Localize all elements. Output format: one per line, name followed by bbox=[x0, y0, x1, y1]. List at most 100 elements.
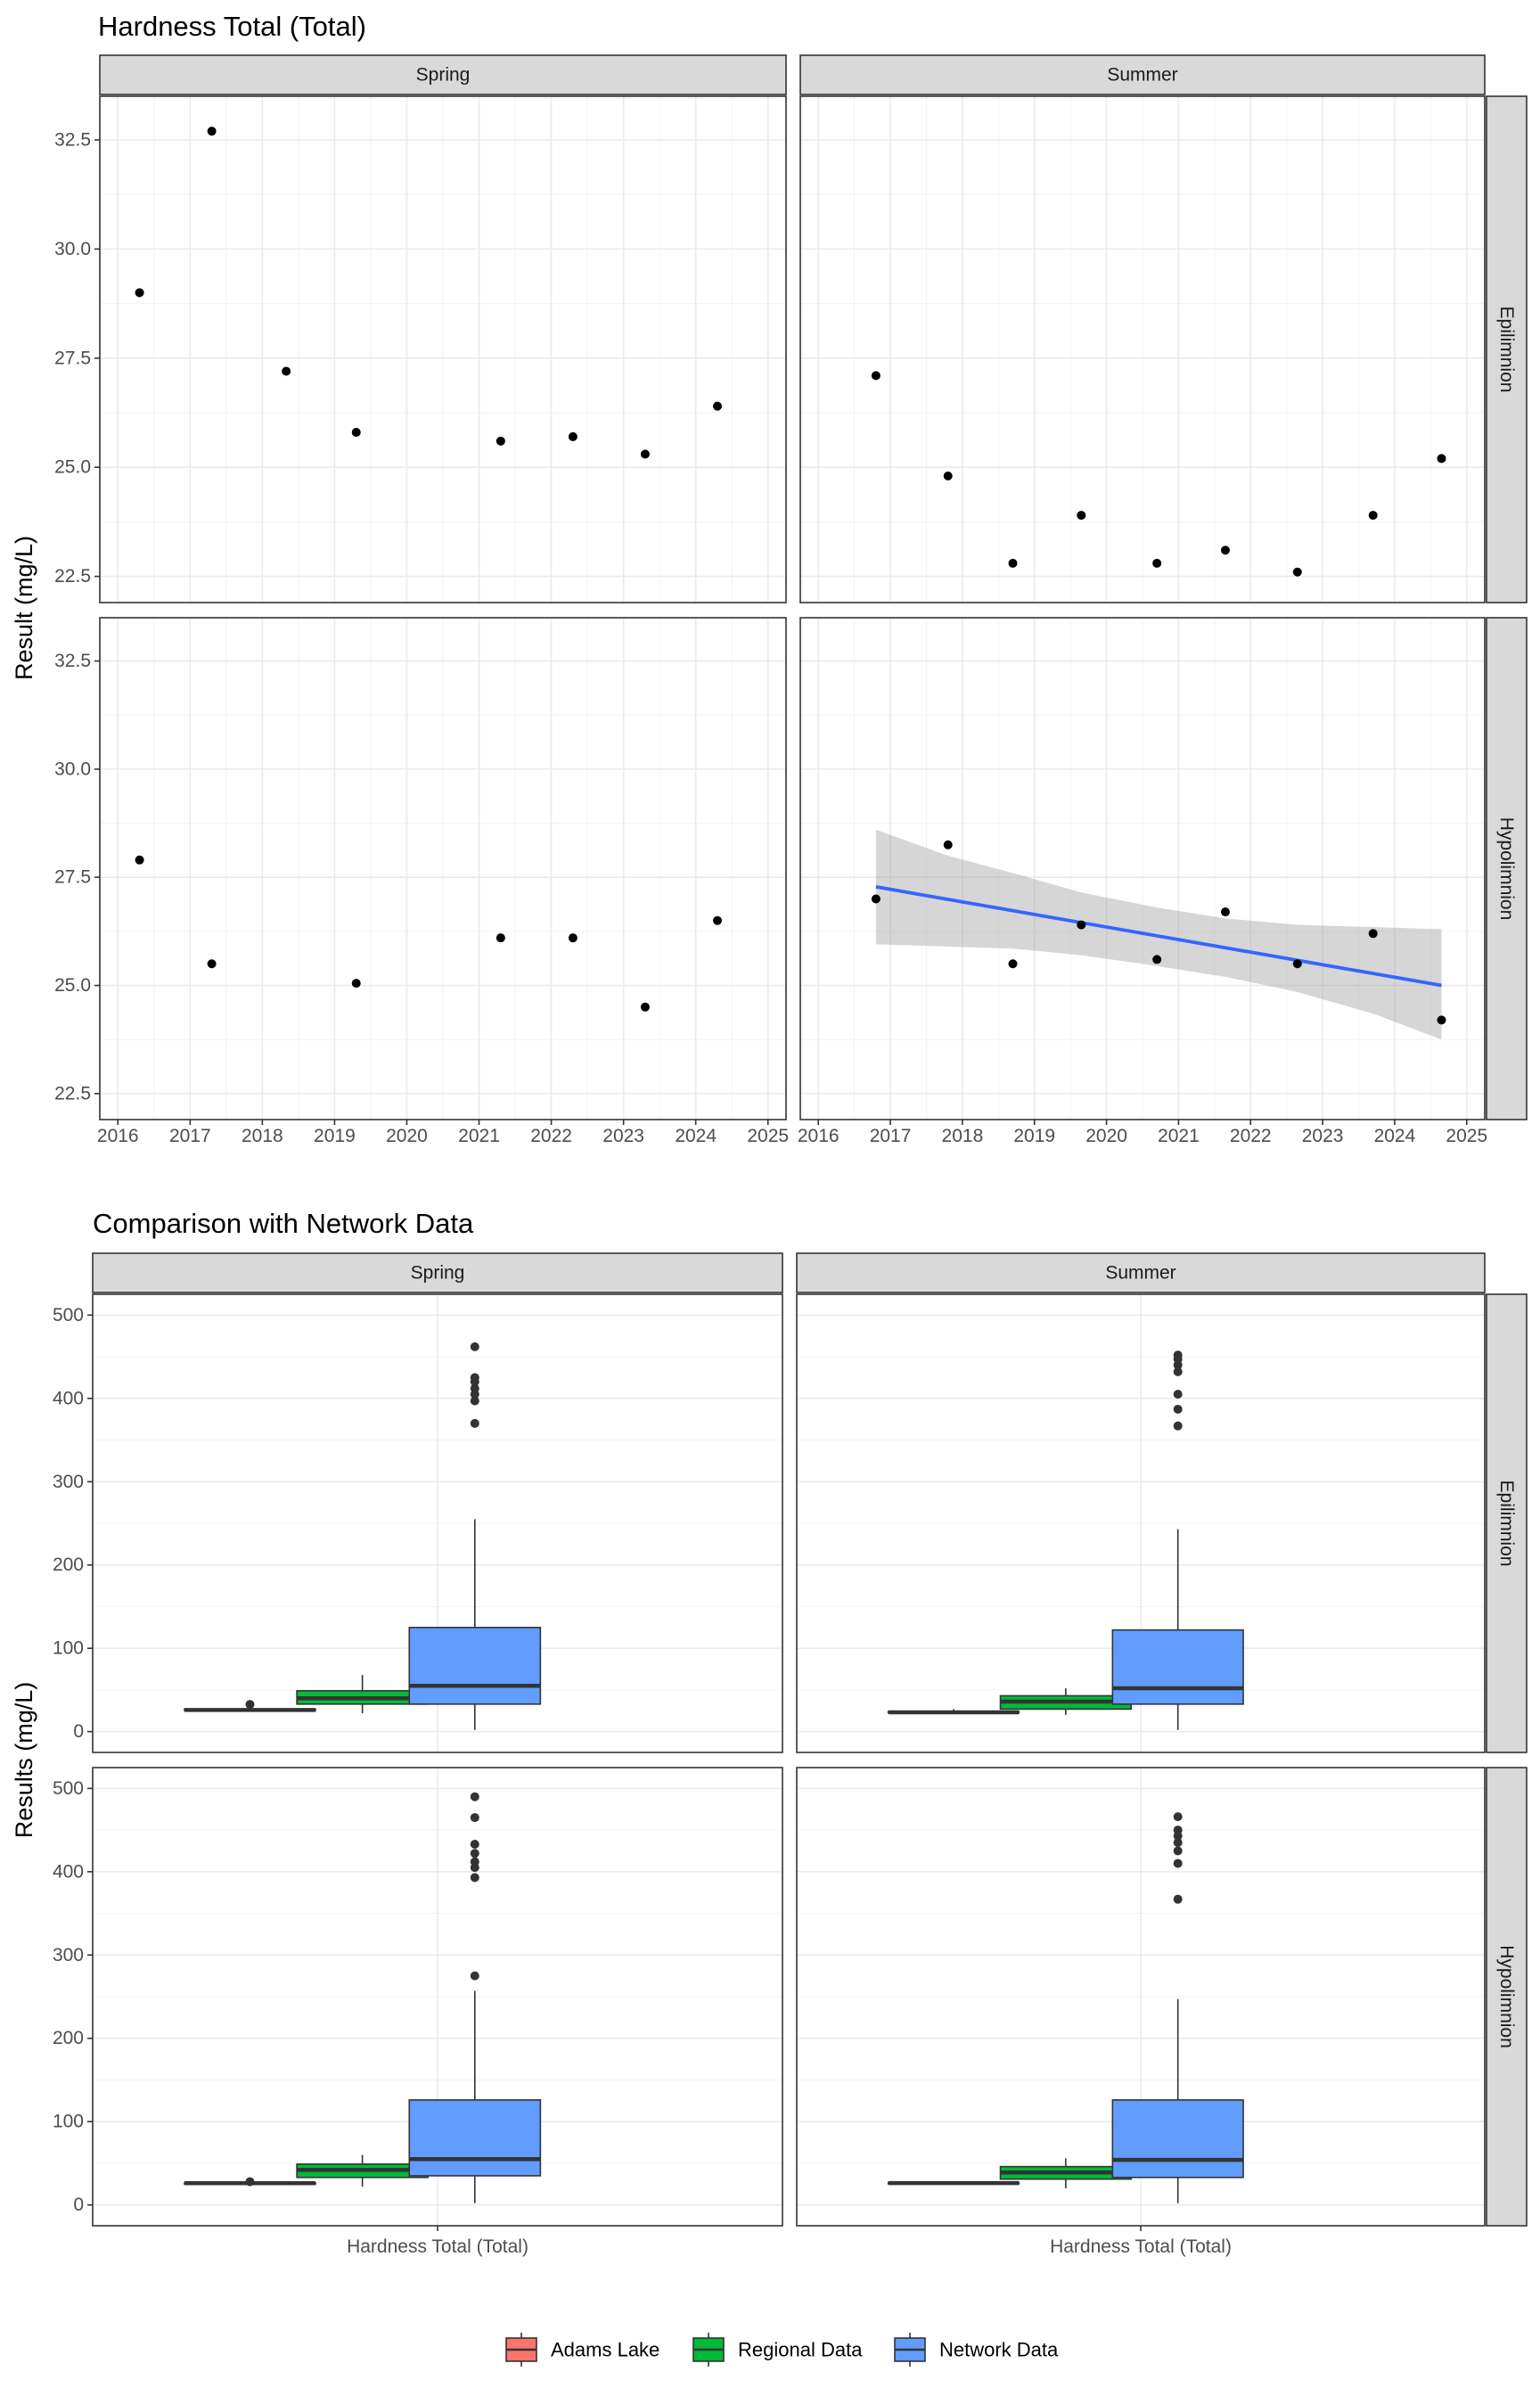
data-point bbox=[135, 288, 144, 298]
data-point bbox=[496, 436, 505, 446]
box-adams-lake bbox=[887, 2180, 1020, 2186]
facet-strip-label: Summer bbox=[1107, 65, 1177, 86]
box-regional-data bbox=[999, 1688, 1132, 1715]
x-tick-label: 2024 bbox=[1374, 1126, 1416, 1146]
outlier-point bbox=[1173, 1366, 1183, 1376]
panel-summer-hypolimnion bbox=[796, 1767, 1486, 2227]
facet-strip-label: Spring bbox=[411, 1263, 465, 1284]
outlier-point bbox=[470, 1792, 479, 1801]
legend-label: Network Data bbox=[939, 2339, 1059, 2361]
data-point bbox=[871, 371, 881, 381]
facet-strip-spring bbox=[99, 54, 787, 95]
x-tick-label: 2025 bbox=[1446, 1126, 1487, 1146]
box-network-data bbox=[408, 1792, 542, 2203]
chart2-y-axis-label: Results (mg/L) bbox=[11, 1682, 37, 1839]
data-point bbox=[943, 472, 953, 480]
panel-spring-epilimnion bbox=[92, 1293, 783, 1753]
panel-border bbox=[99, 95, 787, 603]
x-tick-label: Hardness Total (Total) bbox=[347, 2236, 528, 2257]
panel-summer-epilimnion bbox=[796, 1293, 1486, 1753]
panel-spring-hypolimnion bbox=[92, 1767, 783, 2227]
data-point bbox=[713, 915, 722, 925]
chart1-y-axis-label: Result (mg/L) bbox=[11, 536, 37, 680]
panel-spring-hypolimnion bbox=[99, 617, 787, 1120]
legend: Adams Lake Regional Data Network Data bbox=[505, 2333, 1059, 2367]
y-tick-label: 30.0 bbox=[54, 759, 91, 779]
outlier-point bbox=[470, 1839, 479, 1849]
legend-item-adams-lake: Adams Lake bbox=[505, 2333, 659, 2367]
outlier-point bbox=[1173, 1838, 1183, 1848]
legend-label: Adams Lake bbox=[551, 2339, 659, 2361]
outlier-point bbox=[470, 1813, 479, 1823]
x-tick-label: 2018 bbox=[242, 1126, 283, 1146]
data-point bbox=[568, 431, 578, 441]
x-tick-label: Hardness Total (Total) bbox=[1050, 2236, 1232, 2257]
panel-border bbox=[796, 1293, 1486, 1753]
data-point bbox=[568, 933, 578, 943]
y-tick-label: 27.5 bbox=[54, 867, 91, 888]
box-regional-data bbox=[296, 2154, 429, 2187]
panel-spring-epilimnion bbox=[99, 95, 787, 603]
facet-strip-label: Epilimnion bbox=[1496, 1481, 1517, 1567]
facet-strip-label: Hypolimnion bbox=[1496, 817, 1517, 921]
y-tick-label: 300 bbox=[53, 1945, 84, 1965]
data-point bbox=[1368, 511, 1378, 521]
y-tick-label: 30.0 bbox=[54, 239, 91, 259]
facet-strip-label: Summer bbox=[1105, 1263, 1175, 1284]
outlier-point bbox=[470, 1971, 479, 1981]
x-tick-label: 2019 bbox=[1013, 1126, 1055, 1146]
data-point bbox=[871, 894, 881, 904]
panel-summer-hypolimnion bbox=[799, 617, 1486, 1120]
outlier-point bbox=[470, 1873, 479, 1883]
x-tick-label: 2024 bbox=[675, 1126, 717, 1146]
y-tick-label: 0 bbox=[73, 1721, 84, 1742]
data-point bbox=[1152, 558, 1162, 568]
outlier-point bbox=[1173, 1812, 1183, 1822]
y-tick-label: 25.0 bbox=[54, 975, 91, 996]
outlier-point bbox=[1173, 1826, 1183, 1835]
panel-border bbox=[99, 617, 787, 1120]
y-tick-label: 400 bbox=[53, 1388, 84, 1408]
data-point bbox=[351, 979, 361, 989]
facet-strip-label: Hypolimnion bbox=[1496, 1945, 1517, 2048]
panel-summer-epilimnion bbox=[799, 95, 1486, 603]
outlier-point bbox=[1173, 1350, 1183, 1360]
x-tick-label: 2023 bbox=[1302, 1126, 1344, 1146]
outlier-point bbox=[245, 2177, 255, 2187]
box-network-data bbox=[1111, 1812, 1244, 2203]
data-point bbox=[1437, 454, 1446, 464]
data-point bbox=[207, 127, 217, 136]
facet-strip-summer bbox=[796, 1252, 1486, 1293]
x-tick-label: 2025 bbox=[747, 1126, 789, 1146]
data-point bbox=[1220, 546, 1230, 555]
facet-strip-hypolimnion bbox=[1486, 617, 1528, 1120]
panel-border bbox=[799, 95, 1486, 603]
outlier-point bbox=[245, 1700, 255, 1710]
y-tick-label: 100 bbox=[53, 1638, 84, 1659]
facet-strip-hypolimnion bbox=[1486, 1767, 1528, 2227]
y-tick-label: 25.0 bbox=[54, 457, 91, 478]
data-point bbox=[1077, 920, 1086, 930]
data-point bbox=[1077, 511, 1086, 521]
y-tick-label: 22.5 bbox=[54, 1083, 91, 1104]
data-point bbox=[1008, 959, 1018, 969]
y-tick-label: 500 bbox=[53, 1778, 84, 1799]
legend-item-network-data: Network Data bbox=[894, 2333, 1059, 2367]
y-tick-label: 400 bbox=[53, 1861, 84, 1882]
facet-strip-epilimnion bbox=[1486, 95, 1528, 603]
legend-item-regional-data: Regional Data bbox=[692, 2333, 863, 2367]
box-body bbox=[1111, 1629, 1244, 1705]
box-body bbox=[1111, 2099, 1244, 2179]
outlier-point bbox=[1173, 1421, 1183, 1431]
data-point bbox=[207, 959, 217, 969]
outlier-point bbox=[470, 1849, 479, 1859]
x-tick-label: 2016 bbox=[97, 1126, 139, 1146]
y-tick-label: 0 bbox=[73, 2195, 84, 2215]
x-tick-label: 2020 bbox=[1085, 1126, 1127, 1146]
x-tick-label: 2021 bbox=[1158, 1126, 1200, 1146]
data-point bbox=[1292, 567, 1302, 577]
x-tick-label: 2023 bbox=[602, 1126, 644, 1146]
x-tick-label: 2017 bbox=[169, 1126, 211, 1146]
